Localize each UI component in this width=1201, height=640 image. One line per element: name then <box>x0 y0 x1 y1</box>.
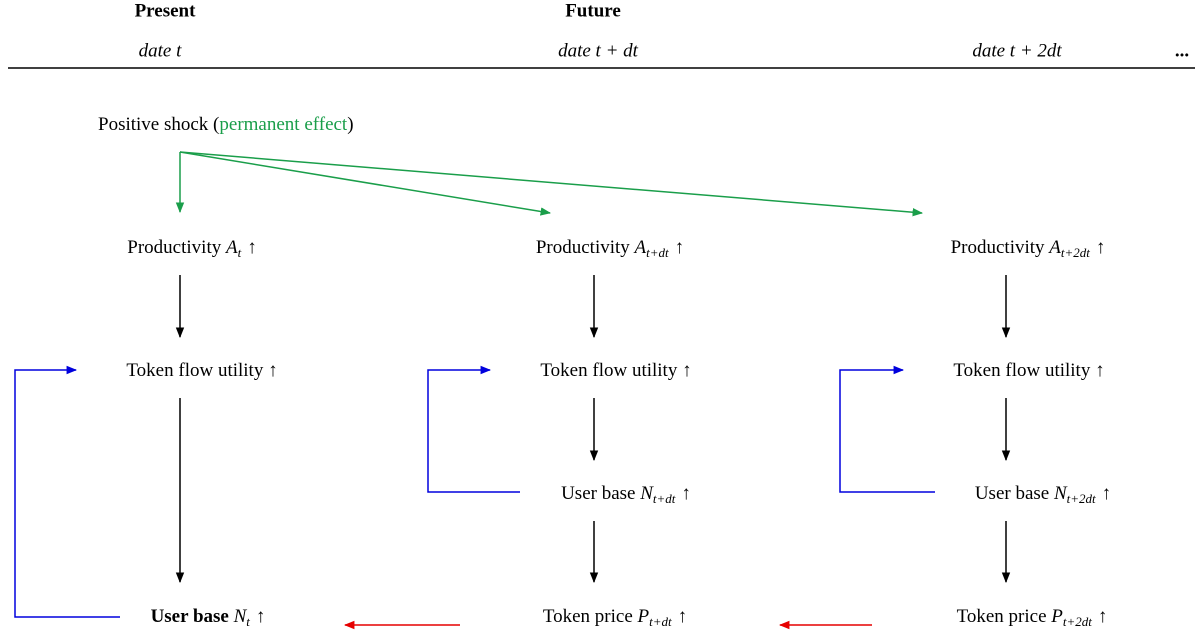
arrow <box>839 365 935 493</box>
node-arrow: ↑ <box>1098 606 1108 627</box>
header-present: Present <box>135 0 197 21</box>
node-text: Token price <box>957 606 1047 627</box>
node-variable: N <box>233 606 248 627</box>
node-variable: N <box>1053 483 1068 504</box>
node-text: Productivity <box>127 237 221 258</box>
node-label: User base Nt+2dt ↑ <box>975 483 1111 506</box>
node-variable: P <box>1050 606 1063 627</box>
node-subscript: t <box>238 245 242 260</box>
node-text: User base <box>151 606 229 627</box>
node-variable: A <box>1047 237 1061 258</box>
node-arrow: ↑ <box>256 606 266 627</box>
node-text: User base <box>975 483 1049 504</box>
arrow <box>427 365 520 493</box>
node-text: Productivity <box>951 237 1045 258</box>
node-text: Token flow utility <box>126 360 263 381</box>
nodes: Productivity At ↑Token flow utility ↑User… <box>126 237 1111 629</box>
node-subscript: t+dt <box>646 245 669 260</box>
shock-arrows <box>175 151 924 217</box>
node-text: User base <box>561 483 635 504</box>
date-label: date t <box>139 40 182 61</box>
node-subscript: t+dt <box>649 614 672 629</box>
node-label: Productivity At ↑ <box>127 237 256 260</box>
node-label: User base Nt+dt ↑ <box>561 483 691 506</box>
date-label: date t + 2dt <box>972 40 1062 61</box>
node-text: Productivity <box>536 237 630 258</box>
node-arrow: ↑ <box>678 606 688 627</box>
node-arrow: ↑ <box>682 360 692 381</box>
node-arrow: ↑ <box>1102 483 1112 504</box>
ellipsis: ... <box>1175 40 1189 61</box>
shock-prefix: Positive shock ( <box>98 114 219 135</box>
node-arrow: ↑ <box>268 360 278 381</box>
node-text: Token flow utility <box>540 360 677 381</box>
node-text: Token flow utility <box>953 360 1090 381</box>
shock-effect: permanent effect <box>219 114 348 135</box>
arrow <box>179 151 552 216</box>
node-variable: A <box>224 237 238 258</box>
feedback-arrows <box>14 365 935 618</box>
arrow <box>179 151 924 217</box>
node-label: Token price Pt+2dt ↑ <box>957 606 1108 629</box>
node-arrow: ↑ <box>247 237 257 258</box>
node-subscript: t <box>246 614 250 629</box>
node-subscript: t+2dt <box>1067 491 1096 506</box>
header-future: Future <box>565 0 621 21</box>
node-subscript: t+dt <box>653 491 676 506</box>
node-arrow: ↑ <box>675 237 685 258</box>
shock-suffix: ) <box>347 114 353 135</box>
node-text: Token price <box>543 606 633 627</box>
node-subscript: t+2dt <box>1061 245 1090 260</box>
node-label: User base Nt ↑ <box>151 606 266 629</box>
causal-arrows <box>175 275 1011 584</box>
node-label: Productivity At+2dt ↑ <box>951 237 1106 260</box>
date-label: date t + dt <box>558 40 639 61</box>
node-label: Token price Pt+dt ↑ <box>543 606 687 629</box>
node-variable: N <box>639 483 654 504</box>
node-label: Token flow utility ↑ <box>540 360 691 381</box>
node-arrow: ↑ <box>1095 360 1105 381</box>
node-arrow: ↑ <box>1096 237 1106 258</box>
node-label: Productivity At+dt ↑ <box>536 237 684 260</box>
node-variable: P <box>637 606 650 627</box>
node-subscript: t+2dt <box>1063 614 1092 629</box>
node-label: Token flow utility ↑ <box>126 360 277 381</box>
shock-label: Positive shock (permanent effect) <box>98 114 354 135</box>
node-label: Token flow utility ↑ <box>953 360 1104 381</box>
arrow <box>14 365 120 618</box>
node-variable: A <box>633 237 647 258</box>
node-arrow: ↑ <box>681 483 691 504</box>
